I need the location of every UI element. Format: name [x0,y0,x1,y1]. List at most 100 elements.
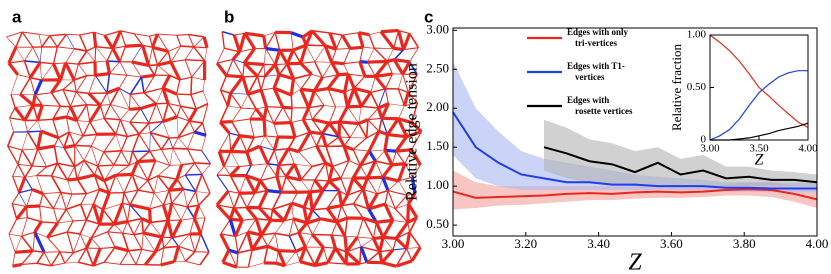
cell-edge [17,164,26,178]
cell-edge [308,191,314,211]
cell-edge [138,133,151,152]
cell-edge [120,30,127,47]
cell-edge [294,131,311,138]
cell-edge [184,251,196,262]
cell-edge [308,107,313,120]
cell-edge [291,201,305,209]
cell-edge [178,137,188,150]
cell-edge [221,31,225,49]
cell-edge [190,77,193,95]
cell-edge [351,176,365,191]
cell-edge [160,137,170,150]
cell-edge [80,193,87,205]
cell-edge [21,149,33,167]
cell-edge [171,237,180,247]
cell-edge [407,92,418,104]
cell-edge [143,75,156,94]
cell-edge [22,148,38,151]
cell-edge [239,135,248,153]
cell-edge [387,190,396,210]
cell-edge [260,234,269,247]
y-tick-label: 1.50 [426,138,449,153]
cell-edge [109,61,121,74]
cell-edge [402,74,409,93]
cell-edge [111,47,122,63]
cell-edge [347,188,364,197]
cell-edge [32,47,41,63]
cell-edge [82,121,91,137]
cell-edge [367,119,380,132]
cell-edge [406,203,411,223]
cell-edge [231,121,241,137]
cell-edge [323,105,336,108]
cell-edge [137,161,149,181]
axes-frame [452,27,818,237]
cell-edge [128,248,143,252]
cell-edge [234,236,239,254]
cell-edge [88,75,96,94]
cell-edge [151,47,159,66]
cell-edge [259,89,268,108]
cell-edge [113,150,122,166]
cell-edge [384,148,397,153]
cell-edge [374,60,389,78]
cell-edge [331,49,337,63]
cell-edge [8,60,25,64]
cell-edge [17,74,31,79]
cell-edge [375,160,384,178]
cell-edge [147,175,159,182]
x-axis-label: Z [755,152,765,169]
cell-edge [291,192,299,204]
cell-edge [406,130,422,139]
cell-edge [367,175,383,180]
cell-edge [223,165,231,176]
cell-edge [32,232,36,251]
cell-edge [292,217,308,225]
cell-edge [273,120,292,125]
cell-edge [121,192,125,204]
cell-edge [60,192,67,210]
cell-edge [129,204,143,219]
y-tick-label: 0.50 [687,81,707,93]
cell-edge [27,216,42,223]
cell-edge [21,217,28,237]
cell-edge [381,261,397,268]
cell-edge [160,149,171,166]
cell-edge [408,61,418,75]
cell-edge [153,236,164,253]
cell-edge [143,232,156,253]
cell-edge [187,204,199,208]
y-tick-label: 3.00 [426,21,449,36]
cell-edge [40,61,54,65]
cell-edge [9,107,16,119]
cell-edge [36,166,47,176]
cell-edge [311,104,325,120]
cell-edge [357,236,374,239]
cell-edge [278,49,289,65]
cell-edge [224,47,240,53]
cell-edge [387,132,407,139]
cell-edge [402,33,412,51]
cell-edge [83,145,92,161]
cell-edge [120,109,130,120]
cell-edge [185,260,201,266]
cell-edge [220,219,231,235]
cell-edge [70,103,87,108]
cell-edge [392,247,407,251]
cell-edge [115,134,122,151]
cell-edge [410,246,422,262]
cell-edge [103,180,110,194]
cell-edge [50,251,61,267]
cell-edge [305,45,316,62]
cell-edge [244,31,264,38]
cell-edge [37,120,42,132]
cell-edge [222,260,238,269]
cell-edge [103,151,115,166]
cell-edge [264,135,275,151]
cell-edge [202,122,207,136]
cell-edge [50,175,62,193]
cell-edge [359,165,368,179]
cell-edge [168,45,181,52]
cell-edge [10,94,16,108]
cell-edge [352,203,364,219]
